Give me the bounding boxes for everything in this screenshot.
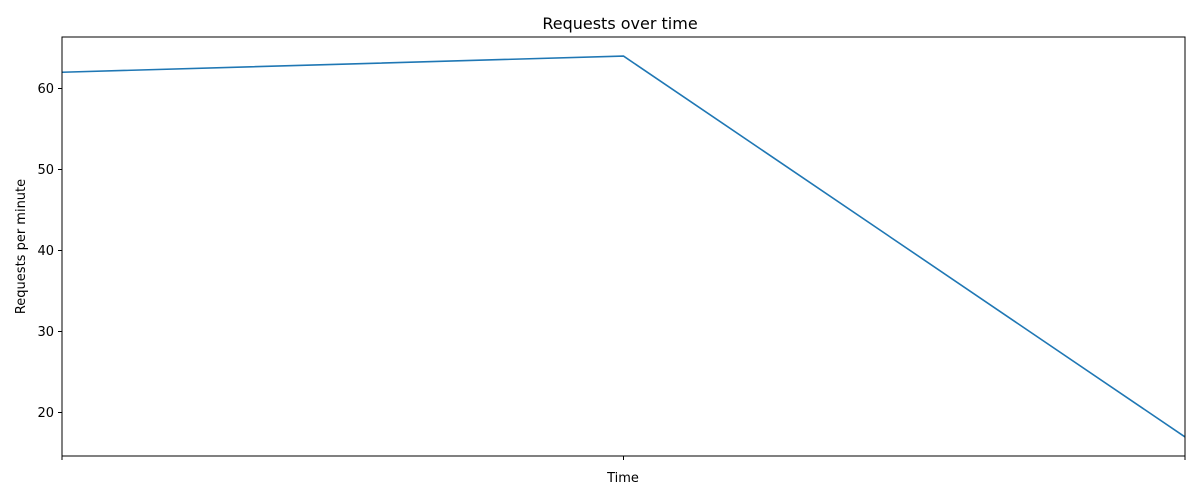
y-tick-label: 50: [37, 163, 54, 178]
chart-title: Requests over time: [542, 14, 697, 33]
y-tick-label: 30: [37, 325, 54, 340]
y-tick-label: 60: [37, 82, 54, 97]
plot-frame: [61, 36, 1186, 457]
series-layer: [61, 55, 1186, 438]
y-axis-label: Requests per minute: [14, 179, 29, 314]
y-tick-label: 40: [37, 244, 54, 259]
x-axis-label: Time: [606, 471, 639, 486]
series-line: [61, 55, 1186, 438]
y-tick-label: 20: [37, 406, 54, 421]
ticks-layer: 20 30 40 50 60: [37, 82, 1186, 460]
